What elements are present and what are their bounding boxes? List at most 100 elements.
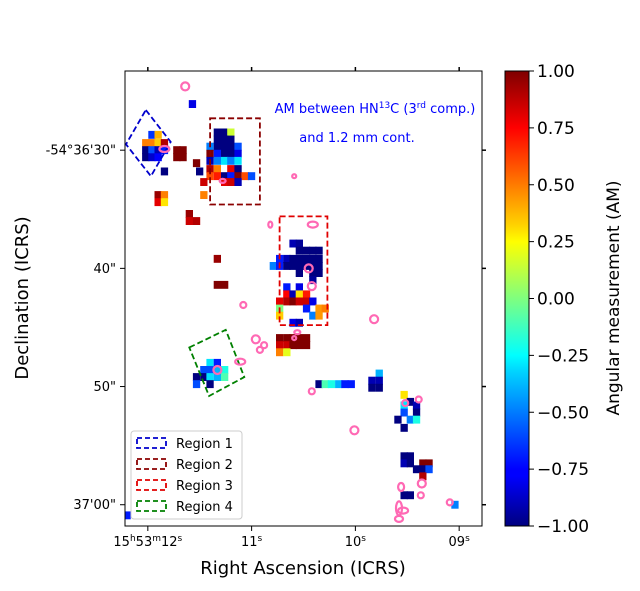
colorbar-tick-label: −0.25 <box>537 346 589 366</box>
colorbar-label: Angular measurement (AM) <box>604 180 624 415</box>
heatmap-pixel <box>234 142 242 151</box>
contour-ellipse <box>267 220 274 229</box>
heatmap-pixel <box>185 210 193 218</box>
heatmap-pixel <box>327 380 336 389</box>
heatmap-pixel <box>148 146 156 155</box>
heatmap-pixel <box>368 383 376 392</box>
heatmap-pixel <box>302 246 311 255</box>
heatmap-pixel <box>234 156 242 165</box>
heatmap-pixel <box>206 380 214 389</box>
colorbar-tick-label: 0.25 <box>537 233 575 253</box>
heatmap-pixel <box>213 366 221 374</box>
heatmap-pixel <box>213 135 221 144</box>
contour-ellipse <box>445 498 454 507</box>
heatmap-pixel <box>315 246 323 255</box>
heatmap-pixel <box>213 149 221 158</box>
heatmap-pixel <box>206 366 214 374</box>
heatmap-pixel <box>309 311 317 320</box>
legend-label-region-4: Region 4 <box>176 500 233 515</box>
contour-ellipse <box>393 514 405 524</box>
heatmap-pixel <box>412 465 421 474</box>
heatmap-pixel <box>406 415 414 424</box>
heatmap-pixel <box>221 156 229 165</box>
heatmap-pixel <box>227 142 235 151</box>
heatmap-pixel <box>206 373 214 381</box>
x-tick-label: 11s <box>241 534 263 550</box>
heatmap-pixel <box>173 146 181 155</box>
contour-ellipse <box>401 399 410 408</box>
legend-swatch-region-3 <box>136 479 167 491</box>
heatmap-pixel <box>283 297 291 306</box>
heatmap-pixel <box>200 191 208 199</box>
heatmap-pixel <box>302 334 311 342</box>
heatmap-pixel <box>276 334 284 342</box>
heatmap-pixel <box>213 254 221 263</box>
heatmap-pixel <box>173 153 181 162</box>
heatmap-pixel <box>400 452 408 461</box>
colorbar-ticks: 1.00 0.75 0.50 0.25 0.00 −0.25 −0.50 −0.75 −1.00 <box>529 62 589 537</box>
colorbar-tick-label: 0.75 <box>537 119 575 139</box>
heatmap-pixel <box>196 167 204 176</box>
heatmap-pixel <box>179 153 187 162</box>
y-axis-ticks: -54°36'30" 40" 50" 37'00" <box>46 144 486 513</box>
heatmap-pixel <box>295 283 303 292</box>
heatmap-pixel <box>375 383 383 392</box>
heatmap-pixel <box>154 153 162 162</box>
heatmap-pixel <box>213 373 221 381</box>
heatmap-pixel <box>148 153 156 162</box>
heatmap-pixel <box>419 459 427 468</box>
heatmap-pixel <box>406 397 414 406</box>
heatmap-pixel <box>154 146 162 155</box>
heatmap-pixel <box>289 239 297 248</box>
heatmap-pixel <box>289 318 297 327</box>
colorbar-tick-label: 0.00 <box>537 290 575 310</box>
heatmap-pixel <box>154 198 162 207</box>
contour-ellipse <box>239 300 248 310</box>
region-3-outline <box>278 215 329 327</box>
legend-box <box>130 430 243 520</box>
legend-label-region-2: Region 2 <box>176 458 233 473</box>
heatmap-pixel <box>247 172 256 181</box>
heatmap-pixel <box>321 304 329 313</box>
contour-ellipse <box>260 341 269 350</box>
heatmap-pixel <box>315 380 323 389</box>
contour-ellipse <box>158 144 171 154</box>
colorbar-tick-label: −1.00 <box>537 517 589 537</box>
heatmap-pixel <box>295 239 303 248</box>
heatmap-pixel <box>234 172 242 181</box>
heatmap-pixel <box>302 297 311 306</box>
heatmap-pixel <box>227 172 235 181</box>
heatmap-pixel <box>221 172 229 181</box>
legend-label-region-1: Region 1 <box>176 437 233 452</box>
x-tick-label: 10s <box>345 534 367 550</box>
contour-ellipse <box>349 425 360 436</box>
heatmap-pixel <box>234 178 242 186</box>
y-tick-label: -54°36'30" <box>46 144 116 159</box>
contour-ellipse <box>212 364 223 376</box>
heatmap-pixel <box>315 311 323 320</box>
heatmap-pixel <box>283 290 291 299</box>
heatmap-pixel <box>221 149 229 158</box>
x-axis-ticks: 15h53m12s 11s 10s 09s <box>113 67 470 550</box>
colorbar-tick-label: −0.75 <box>537 460 589 480</box>
heatmap-pixel <box>213 156 221 165</box>
heatmap-pixel <box>375 376 383 385</box>
heatmap-pixel <box>368 376 376 385</box>
contour-ellipse <box>180 81 191 92</box>
heatmap-pixel <box>400 423 408 432</box>
heatmap-pixel <box>283 341 291 350</box>
heatmap-pixel <box>213 358 221 367</box>
heatmap-pixel <box>234 149 242 158</box>
heatmap-pixel <box>309 254 317 263</box>
legend-swatch-region-2 <box>136 458 167 470</box>
heatmap-pixel <box>185 217 193 225</box>
heatmap-pixel <box>200 373 208 381</box>
heatmap-pixel <box>234 165 242 173</box>
heatmap-pixel <box>315 254 323 263</box>
contour-ellipse <box>291 173 298 180</box>
heatmap-pixel <box>425 465 433 474</box>
colorbar-tick-label: −0.50 <box>537 403 589 423</box>
contour-ellipse <box>218 177 227 184</box>
heatmap-pixel <box>289 254 297 263</box>
